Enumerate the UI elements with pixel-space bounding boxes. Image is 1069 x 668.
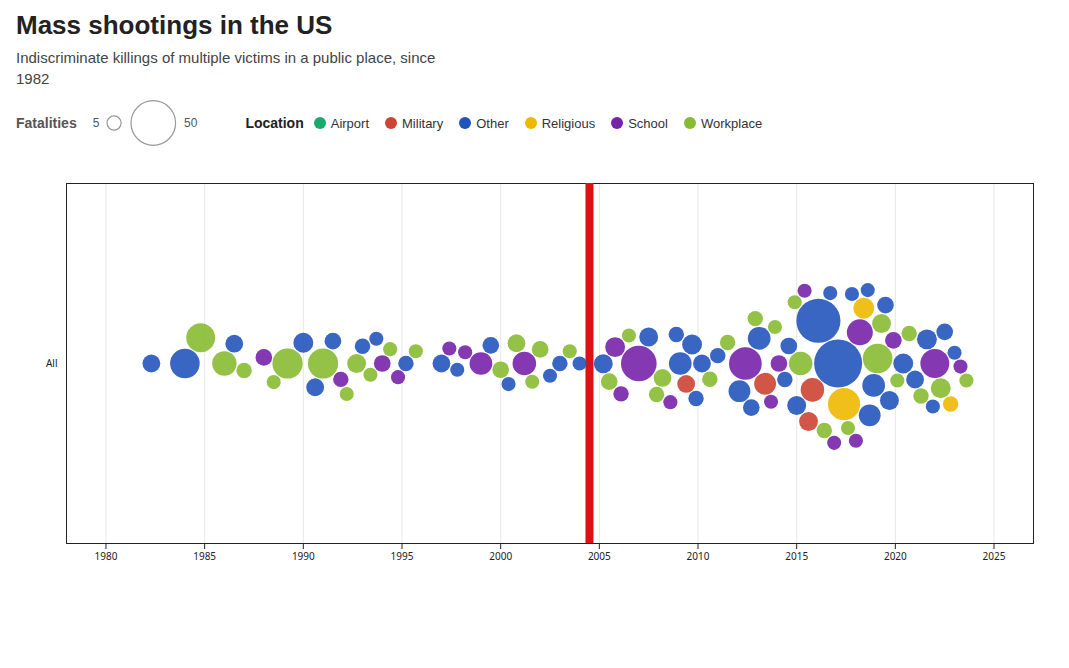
html-text:50: 50 [184,116,198,130]
html-text:5: 5 [92,116,100,130]
svg-text:2020: 2020 [884,549,907,563]
html-text:Mass shootings in the US: Mass shootings in the US [16,10,333,40]
svg-text:1995: 1995 [391,549,414,563]
svg-text:All: All [46,356,58,370]
svg-text:1980: 1980 [95,549,118,563]
html-text:School: School [628,115,668,131]
svg-text:1990: 1990 [292,549,315,563]
html-text:Indiscriminate killings of mul: Indiscriminate killings of multiple vict… [16,49,436,87]
svg-text:2010: 2010 [687,549,710,563]
svg-text:2025: 2025 [983,549,1006,563]
html-text:Airport: Airport [330,115,369,131]
html-text:Location: Location [245,115,304,131]
html-text:Workplace: Workplace [701,115,763,131]
svg-text:1985: 1985 [193,549,216,563]
svg-text:2015: 2015 [785,549,808,563]
svg-text:2000: 2000 [489,549,512,563]
html-text:Other: Other [476,115,509,131]
html-text:Fatalities: Fatalities [16,115,77,131]
html-text:Military: Military [402,115,444,131]
html-text:Religious: Religious [541,115,596,131]
svg-text:2005: 2005 [588,549,611,563]
